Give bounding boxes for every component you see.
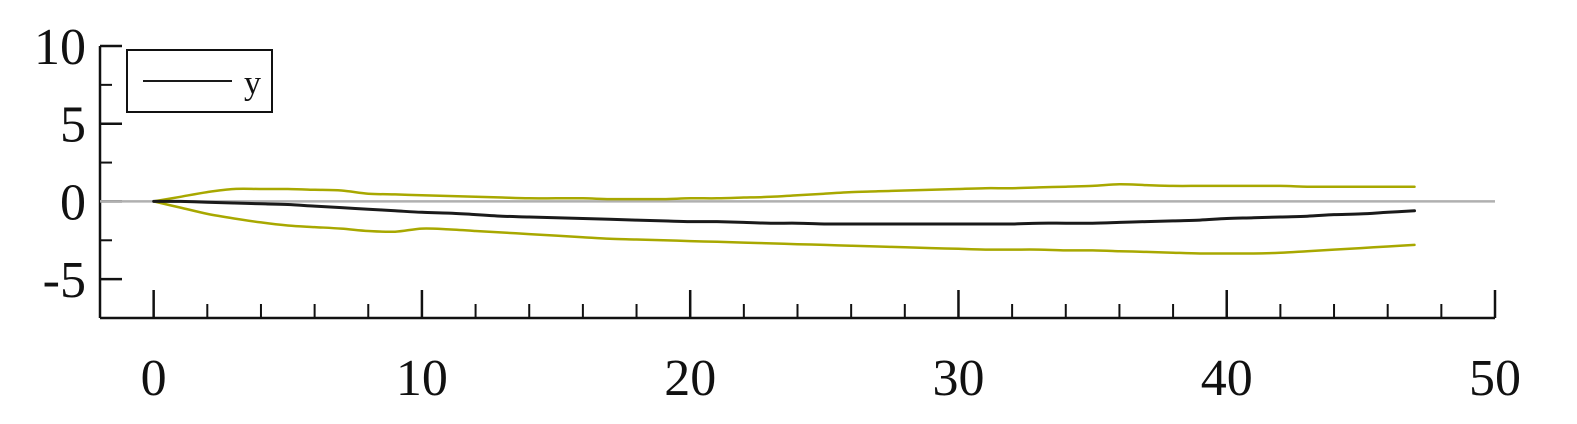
ticks: 0 10 20 30 40 50 -5 0 5 10 xyxy=(34,19,1521,407)
series-group xyxy=(152,183,1416,255)
x-tick-label: 0 xyxy=(141,350,167,407)
x-tick-label: 30 xyxy=(932,350,984,407)
legend-label-y: y xyxy=(244,65,261,102)
series-line-lower-band xyxy=(152,200,1416,255)
axes xyxy=(98,46,1495,320)
y-tick-label: -5 xyxy=(43,252,86,309)
x-tick-label: 50 xyxy=(1469,350,1521,407)
y-tick-label: 5 xyxy=(60,97,86,154)
x-tick-label: 20 xyxy=(664,350,716,407)
series-line-upper-band xyxy=(152,183,1416,203)
x-tick-label: 10 xyxy=(396,350,448,407)
y-tick-label: 0 xyxy=(60,174,86,231)
legend: y xyxy=(126,49,273,113)
y-tick-label: 10 xyxy=(34,19,86,76)
series-line-estimate xyxy=(152,199,1416,226)
x-tick-label: 40 xyxy=(1201,350,1253,407)
